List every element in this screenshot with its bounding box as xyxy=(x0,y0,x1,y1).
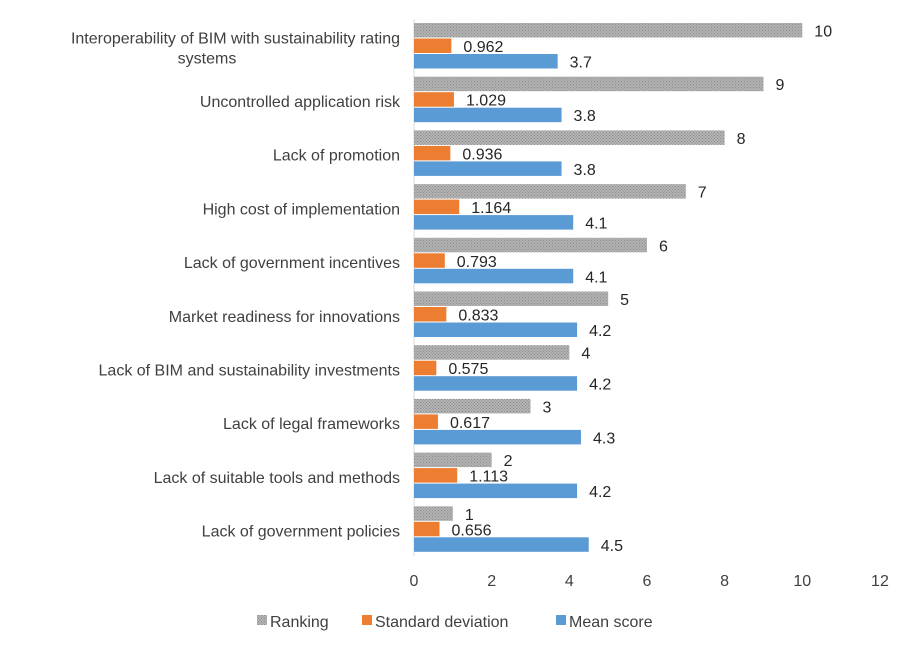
bar-standard-deviation xyxy=(414,253,445,268)
bar-mean-score xyxy=(414,107,562,123)
bar-ranking xyxy=(414,130,725,145)
bar-standard-deviation xyxy=(414,307,447,322)
category-label: Lack of legal frameworks xyxy=(223,416,400,433)
legend-standard-deviation-swatch xyxy=(362,615,372,625)
legend-ranking-label: Ranking xyxy=(270,614,329,631)
bar-mean-score xyxy=(414,537,589,552)
category-label: Lack of promotion xyxy=(273,148,400,165)
data-label-standard-deviation: 0.793 xyxy=(457,254,497,271)
legend-mean-score-swatch xyxy=(556,615,566,625)
data-label-ranking: 3 xyxy=(542,399,551,416)
data-label-standard-deviation: 0.962 xyxy=(463,39,503,56)
bar-mean-score xyxy=(414,215,574,230)
bar-ranking xyxy=(414,398,531,414)
bar-standard-deviation xyxy=(414,360,437,376)
bar-standard-deviation xyxy=(414,414,438,429)
category-label: High cost of implementation xyxy=(203,201,400,218)
bar-mean-score xyxy=(414,376,578,391)
bar-standard-deviation xyxy=(414,468,458,483)
bar-mean-score xyxy=(414,322,578,337)
data-label-standard-deviation: 1.029 xyxy=(466,93,506,110)
category-label: Market readiness for innovations xyxy=(169,309,400,326)
bar-standard-deviation xyxy=(414,92,454,107)
bar-ranking xyxy=(414,23,803,38)
x-tick-label: 12 xyxy=(871,573,889,590)
category-label: Uncontrolled application risk xyxy=(200,94,401,111)
category-label: Lack of BIM and sustainability investmen… xyxy=(99,362,400,379)
legend-ranking-swatch xyxy=(257,615,267,625)
data-label-ranking: 2 xyxy=(504,453,513,470)
bar-ranking xyxy=(414,291,609,306)
data-label-mean-score: 4.5 xyxy=(601,538,623,555)
data-label-standard-deviation: 1.164 xyxy=(471,200,511,217)
bar-standard-deviation xyxy=(414,199,460,215)
data-label-mean-score: 3.8 xyxy=(574,108,596,125)
bar-ranking xyxy=(414,184,686,199)
labels-layer: 10 0.962 3.7 9 1.029 3.8 8 0.936 3.8 7 1.164 4.1 6 0.… xyxy=(448,24,832,555)
bar-mean-score xyxy=(414,429,581,445)
data-label-standard-deviation: 0.617 xyxy=(450,415,490,432)
category-label: Lack of government incentives xyxy=(184,255,400,272)
data-label-mean-score: 4.2 xyxy=(589,484,611,501)
x-tick-label: 10 xyxy=(793,573,811,590)
bar-ranking xyxy=(414,506,453,521)
data-label-ranking: 1 xyxy=(465,507,474,524)
bar-mean-score xyxy=(414,54,558,69)
category-label: systems xyxy=(178,50,237,67)
data-label-standard-deviation: 0.936 xyxy=(462,146,502,163)
data-label-ranking: 10 xyxy=(814,24,832,41)
data-label-ranking: 8 xyxy=(737,131,746,148)
bars-layer xyxy=(414,23,803,552)
data-label-mean-score: 4.2 xyxy=(589,377,611,394)
data-label-mean-score: 4.1 xyxy=(585,216,607,233)
x-tick-label: 2 xyxy=(487,573,496,590)
bar-standard-deviation xyxy=(414,38,452,53)
bar-ranking xyxy=(414,76,764,92)
x-tick-label: 4 xyxy=(565,573,574,590)
data-label-mean-score: 4.1 xyxy=(585,269,607,286)
data-label-standard-deviation: 0.656 xyxy=(451,522,491,539)
x-tick-label: 0 xyxy=(410,573,419,590)
data-label-mean-score: 3.8 xyxy=(574,162,596,179)
x-tick-label: 8 xyxy=(720,573,729,590)
data-label-ranking: 7 xyxy=(698,185,707,202)
data-label-ranking: 6 xyxy=(659,238,668,255)
category-label: Lack of government policies xyxy=(202,524,400,541)
bar-mean-score xyxy=(414,161,562,176)
data-label-ranking: 9 xyxy=(775,77,784,94)
data-label-ranking: 4 xyxy=(581,346,590,363)
category-label: Interoperability of BIM with sustainabil… xyxy=(71,30,400,47)
bar-standard-deviation xyxy=(414,521,440,537)
bar-ranking xyxy=(414,452,492,468)
bar-mean-score xyxy=(414,483,578,499)
bar-ranking xyxy=(414,345,570,360)
bar-ranking xyxy=(414,237,647,253)
data-label-ranking: 5 xyxy=(620,292,629,309)
data-label-mean-score: 4.3 xyxy=(593,430,615,447)
bar-mean-score xyxy=(414,268,574,284)
legend-mean-score-label: Mean score xyxy=(569,614,653,631)
category-label: Lack of suitable tools and methods xyxy=(154,470,400,487)
data-label-standard-deviation: 1.113 xyxy=(469,469,508,486)
x-tick-label: 6 xyxy=(643,573,652,590)
data-label-mean-score: 3.7 xyxy=(570,55,592,72)
legend: Ranking Standard deviation Mean score xyxy=(257,614,653,631)
data-label-standard-deviation: 0.575 xyxy=(448,361,488,378)
bar-standard-deviation xyxy=(414,145,451,161)
legend-standard-deviation-label: Standard deviation xyxy=(375,614,508,631)
data-label-mean-score: 4.2 xyxy=(589,323,611,340)
data-label-standard-deviation: 0.833 xyxy=(458,308,498,325)
